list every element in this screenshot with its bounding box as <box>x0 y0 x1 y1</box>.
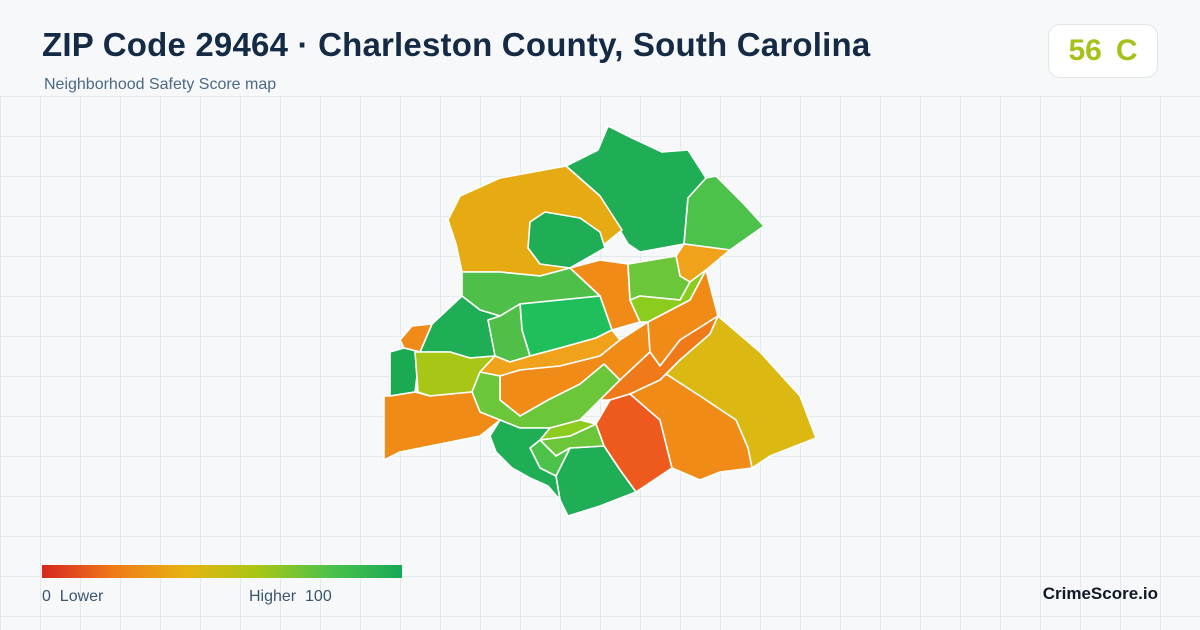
legend-min-text: Lower <box>59 588 104 605</box>
legend-max-text: Higher <box>249 588 297 605</box>
safety-score-value: 56 <box>1068 34 1102 67</box>
region-north-inner <box>527 211 606 269</box>
region-southwest-green <box>489 419 561 501</box>
safety-score-badge: 56 C <box>1048 24 1158 78</box>
page-subtitle: Neighborhood Safety Score map <box>44 76 277 93</box>
region-south-orange <box>629 373 753 481</box>
region-northeast <box>683 175 765 251</box>
legend-gradient-bar <box>42 565 402 578</box>
safety-score-grade: C <box>1115 34 1138 67</box>
legend-max-label: Higher 100 <box>249 588 332 606</box>
page-title: ZIP Code 29464 · Charleston County, Sout… <box>42 26 871 63</box>
brand-logo-text: CrimeScore.io <box>1042 584 1158 603</box>
region-southwest-orange <box>383 391 501 461</box>
header-band <box>0 0 1200 96</box>
legend-min-label: 0 Lower <box>42 588 103 606</box>
legend-min-value: 0 <box>42 588 51 605</box>
region-west-orange-sliver <box>399 323 433 353</box>
legend-max-value: 100 <box>305 588 332 605</box>
